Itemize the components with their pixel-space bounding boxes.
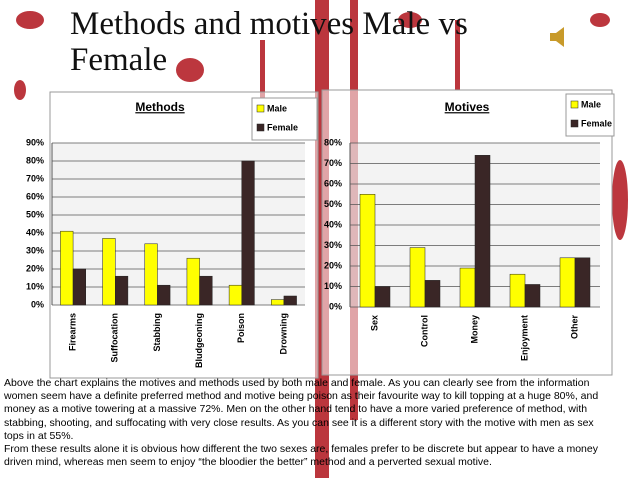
body-text: Above the chart explains the motives and… [4,377,616,469]
y-tick-label: 40% [324,219,342,229]
x-tick-label: Control [419,315,429,347]
chart: Methods 0% 10% 20% 30% 40% 50% 60% 70% 80% 90% Fire… [26,91,319,379]
y-tick-label: 0% [329,301,342,311]
speaker-icon[interactable] [550,27,564,47]
y-tick-label: 20% [26,263,44,273]
y-tick-label: 90% [26,137,44,147]
legend-swatch [256,123,265,132]
bar [359,194,376,308]
x-tick-label: Other [569,315,579,340]
x-tick-label: Poison [236,313,246,343]
bar [559,257,576,308]
x-tick-label: Stabbing [152,313,162,352]
bar [409,247,426,308]
y-tick-label: 20% [324,260,342,270]
paragraph: Above the chart explains the motives and… [4,377,599,442]
bar [72,268,86,306]
x-tick-label: Bludgeoning [194,313,204,368]
legend-swatch [570,119,579,128]
legend-label: Male [267,103,287,113]
chart-title: Motives [445,100,490,114]
y-tick-label: 70% [26,173,44,183]
bar [271,299,285,306]
bar [283,295,297,306]
y-tick-label: 70% [324,158,342,168]
bar [474,155,491,308]
y-tick-label: 40% [26,227,44,237]
bar [115,275,129,306]
bar [574,257,591,308]
legend-label: Male [581,99,601,109]
x-tick-label: Money [469,315,479,344]
x-tick-label: Sex [369,315,379,331]
bar [241,160,255,306]
y-tick-label: 10% [324,281,342,291]
chart-title: Methods [135,100,185,114]
legend-label: Female [581,118,612,128]
bar [60,230,74,306]
x-tick-label: Suffocation [110,313,120,363]
x-tick-label: Drowning [278,313,288,355]
bar [102,238,116,306]
bar [509,273,526,308]
y-tick-label: 50% [26,209,44,219]
bar [157,284,171,306]
y-tick-label: 80% [324,137,342,147]
legend-label: Female [267,122,298,132]
bar [144,243,158,306]
bar [524,284,541,308]
plot-area [52,143,305,305]
y-tick-label: 60% [324,178,342,188]
y-tick-label: 60% [26,191,44,201]
legend-swatch [570,100,579,109]
chart: Motives 0% 10% 20% 30% 40% 50% 60% 70% 80% Sex Cont… [321,89,615,376]
y-tick-label: 80% [26,155,44,165]
x-tick-label: Enjoyment [519,315,529,361]
bar [228,284,243,306]
bar [459,267,476,308]
bar [424,280,441,308]
x-tick-label: Firearms [67,313,77,351]
y-tick-label: 0% [31,299,44,309]
y-tick-label: 30% [324,240,342,250]
slide-title: Methods and motives Male vs Female [70,6,468,78]
legend-swatch [256,104,265,113]
bar [199,275,213,306]
bar [374,286,391,308]
y-tick-label: 30% [26,245,44,255]
paragraph: From these results alone it is obvious h… [4,443,598,469]
bar [186,257,200,306]
y-tick-label: 50% [324,199,342,209]
y-tick-label: 10% [26,281,44,291]
